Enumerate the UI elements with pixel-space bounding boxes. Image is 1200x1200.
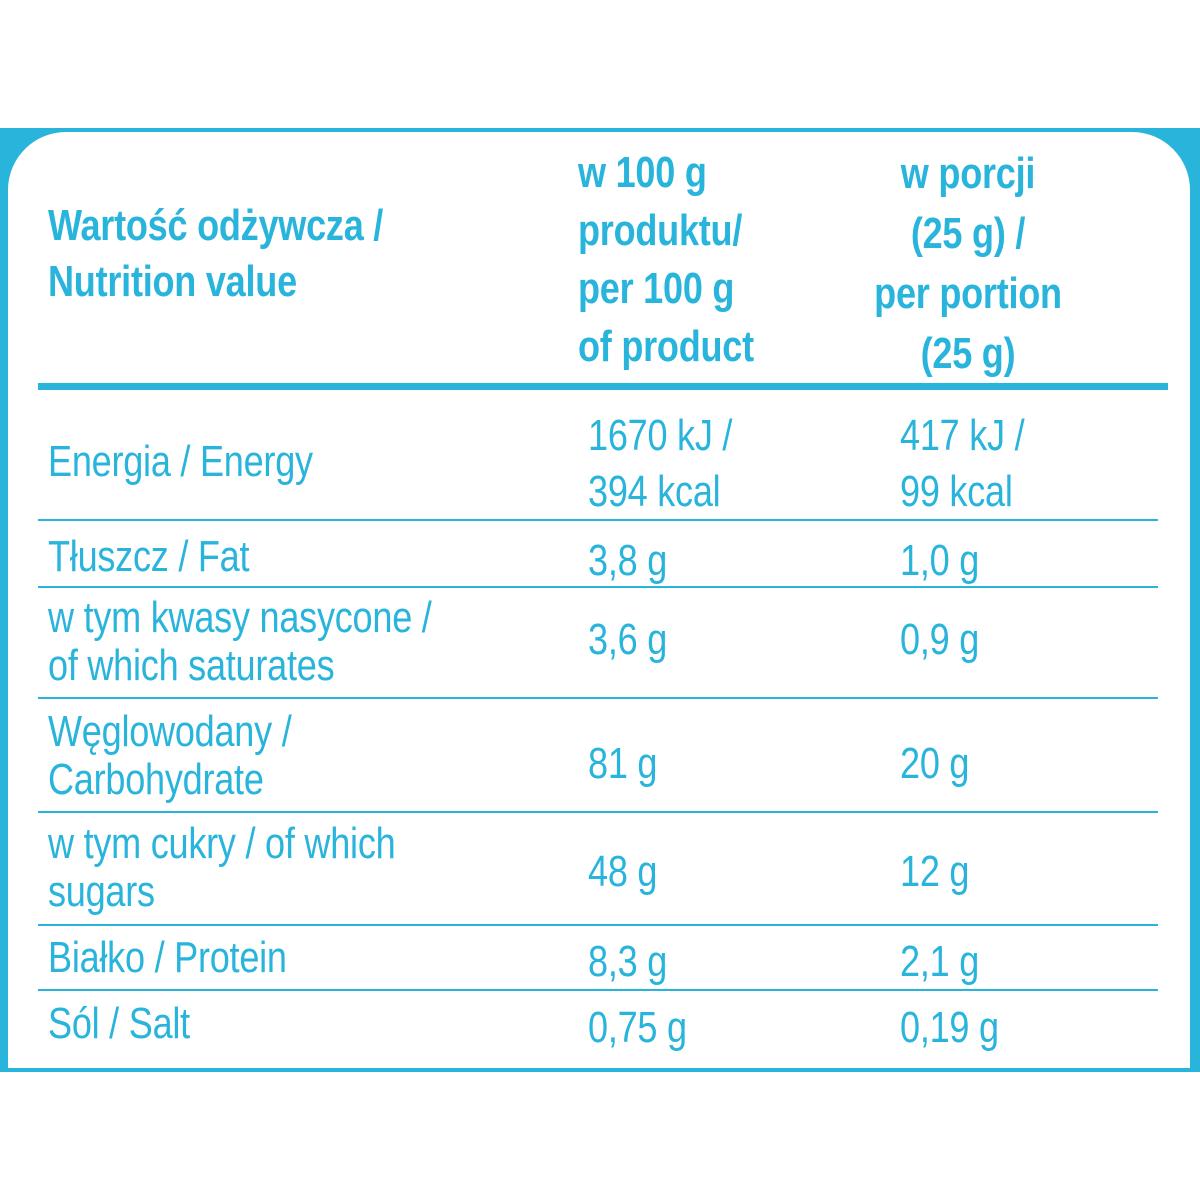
row-fat-portion: 1,0 g [900, 536, 980, 585]
row-carbohydrate-portion: 20 g [900, 739, 970, 788]
row-sugars-portion: 12 g [900, 847, 970, 896]
row-protein-per100: 8,3 g [588, 937, 668, 986]
row-salt-per100: 0,75 g [588, 1003, 687, 1052]
row-saturates-per100: 3,6 g [588, 615, 668, 664]
row-carbohydrate-per100: 81 g [588, 739, 658, 788]
row-sugars-per100: 48 g [588, 847, 658, 896]
row-divider [38, 989, 1158, 991]
row-saturates-label: w tym kwasy nasycone / of which saturate… [48, 593, 432, 690]
row-fat-label: Tłuszcz / Fat [48, 532, 250, 581]
row-salt-portion: 0,19 g [900, 1003, 999, 1052]
row-sugars-label: w tym cukry / of which sugars [48, 819, 396, 916]
row-divider [38, 924, 1158, 926]
row-salt-label: Sól / Salt [48, 999, 190, 1048]
row-protein-portion: 2,1 g [900, 937, 980, 986]
row-divider [38, 811, 1158, 813]
row-divider [38, 697, 1158, 699]
header-nutrition-value: Wartość odżywcza / Nutrition value [48, 201, 384, 306]
row-energy-per100: 1670 kJ / 394 kcal [588, 411, 733, 516]
nutrition-table-card: Wartość odżywcza / Nutrition value w 100… [8, 132, 1190, 1068]
row-divider [38, 519, 1158, 521]
row-saturates-portion: 0,9 g [900, 615, 980, 664]
header-divider [38, 383, 1168, 390]
row-energy-label: Energia / Energy [48, 437, 313, 486]
row-protein-label: Białko / Protein [48, 933, 287, 982]
row-fat-per100: 3,8 g [588, 536, 668, 585]
row-carbohydrate-label: Węglowodany / Carbohydrate [48, 707, 292, 804]
header-per-100g: w 100 g produktu/ per 100 g of product [578, 148, 754, 371]
row-energy-portion: 417 kJ / 99 kcal [900, 411, 1025, 516]
header-per-portion: w porcji (25 g) / per portion (25 g) [874, 149, 1062, 378]
row-divider [38, 586, 1158, 588]
